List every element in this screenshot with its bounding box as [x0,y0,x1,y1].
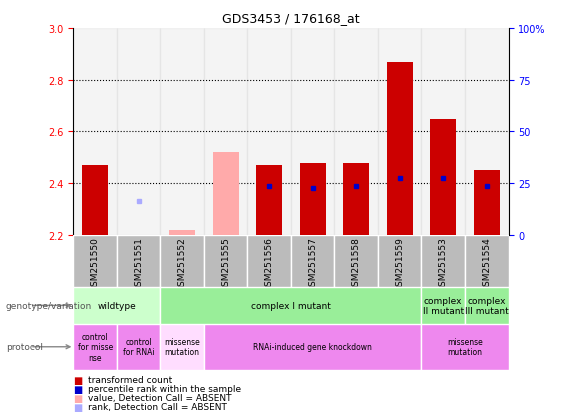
Text: complex
II mutant: complex II mutant [423,296,464,315]
Bar [82,166,108,235]
Text: GSM251553: GSM251553 [439,237,447,292]
Text: missense
mutation: missense mutation [164,337,200,356]
Text: ■: ■ [73,402,82,412]
Text: GSM251550: GSM251550 [91,237,99,292]
Bar [343,163,370,235]
Bar [247,235,291,287]
Text: GSM251551: GSM251551 [134,237,143,292]
Text: value, Detection Call = ABSENT: value, Detection Call = ABSENT [88,393,231,402]
Bar [247,29,291,235]
Text: missense
mutation: missense mutation [447,337,483,356]
Bar [299,163,326,235]
Bar [73,287,160,324]
Bar [334,235,378,287]
Bar [169,230,195,235]
Text: ■: ■ [73,384,82,394]
Bar [421,29,465,235]
Bar [204,324,421,370]
Bar [117,324,160,370]
Bar [473,171,500,235]
Text: wildtype: wildtype [98,301,136,310]
Bar [465,287,508,324]
Text: GSM251552: GSM251552 [178,237,186,292]
Text: GSM251556: GSM251556 [265,237,273,292]
Bar [378,235,421,287]
Bar [430,119,457,235]
Bar [160,235,204,287]
Text: GSM251557: GSM251557 [308,237,317,292]
Bar [117,235,160,287]
Text: GSM251554: GSM251554 [483,237,491,292]
Bar [421,287,465,324]
Bar [465,29,508,235]
Bar [160,324,204,370]
Bar [378,29,421,235]
Bar [334,29,378,235]
Text: GSM251559: GSM251559 [396,237,404,292]
Text: percentile rank within the sample: percentile rank within the sample [88,384,241,393]
Bar [421,235,465,287]
Bar [73,29,117,235]
Bar [291,235,334,287]
Text: control
for misse
nse: control for misse nse [77,332,113,362]
Bar [386,62,413,235]
Bar [117,29,160,235]
Title: GDS3453 / 176168_at: GDS3453 / 176168_at [222,12,360,25]
Text: ■: ■ [73,393,82,403]
Bar [212,153,239,235]
Bar [465,235,508,287]
Bar [204,235,247,287]
Bar [160,287,421,324]
Text: genotype/variation: genotype/variation [6,301,92,310]
Bar [421,324,508,370]
Bar [291,29,334,235]
Bar [73,324,117,370]
Text: protocol: protocol [6,342,42,351]
Bar [73,235,117,287]
Text: transformed count: transformed count [88,375,172,384]
Text: rank, Detection Call = ABSENT: rank, Detection Call = ABSENT [88,402,227,411]
Text: complex I mutant: complex I mutant [251,301,331,310]
Text: GSM251558: GSM251558 [352,237,360,292]
Bar [256,166,282,235]
Text: RNAi-induced gene knockdown: RNAi-induced gene knockdown [253,342,372,351]
Text: ■: ■ [73,375,82,385]
Bar [204,29,247,235]
Bar [160,29,204,235]
Text: GSM251555: GSM251555 [221,237,230,292]
Text: complex
III mutant: complex III mutant [465,296,508,315]
Text: control
for RNAi: control for RNAi [123,337,154,356]
